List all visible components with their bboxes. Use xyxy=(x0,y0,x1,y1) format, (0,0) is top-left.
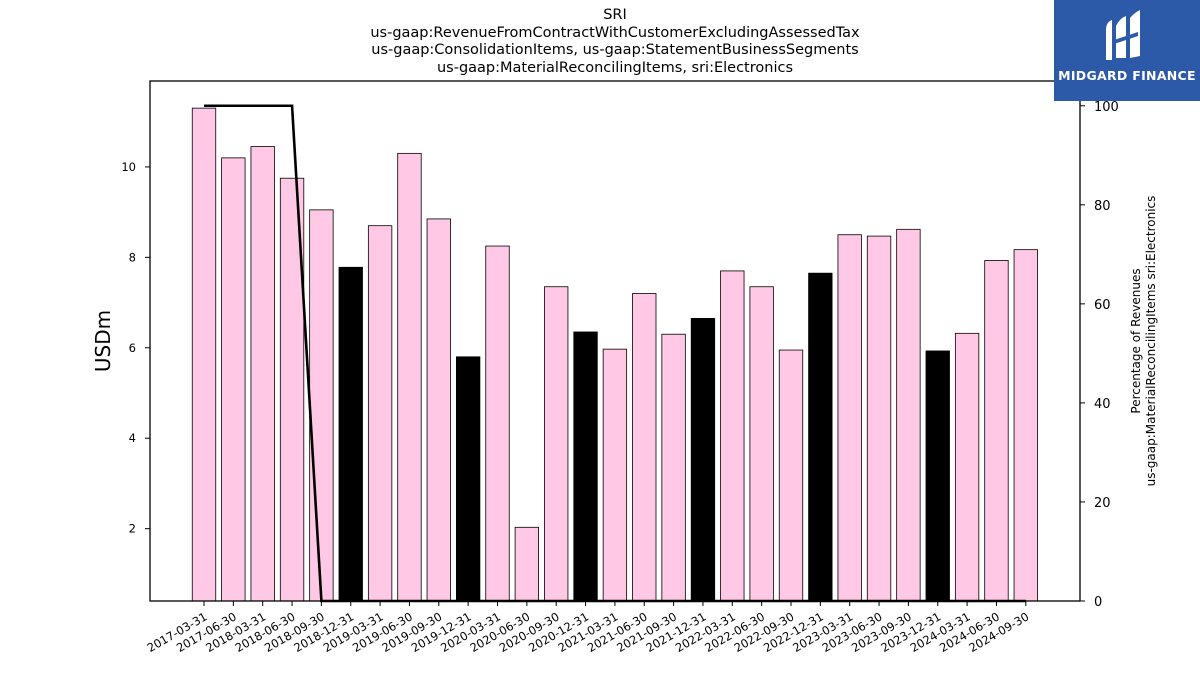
y-axis-label: USDm xyxy=(91,310,115,372)
midgard-finance-logo: MIDGARD FINANCE xyxy=(1054,0,1200,101)
x-axis: 2017-03-312017-06-302018-03-312018-06-30… xyxy=(145,601,1031,655)
chart-title-concept: us-gaap:RevenueFromContractWithCustomerE… xyxy=(370,24,860,41)
bar-2021-03-31 xyxy=(602,348,628,602)
y-tick-label-6: 6 xyxy=(129,341,136,355)
bar-2022-03-31 xyxy=(720,270,745,602)
chart-title-axes: us-gaap:ConsolidationItems, us-gaap:Stat… xyxy=(371,42,859,58)
bar-2020-03-31 xyxy=(485,245,510,602)
bar-2017-03-31 xyxy=(191,107,217,602)
chart-title-members: us-gaap:MaterialReconcilingItems, sri:El… xyxy=(436,59,793,76)
bar-2020-12-31 xyxy=(573,331,598,602)
y2-axis-label-line-1: Percentage of Revenues xyxy=(1129,268,1143,413)
bar-2024-09-30 xyxy=(1013,249,1038,602)
chart-title-block: SRI us-gaap:RevenueFromContractWithCusto… xyxy=(150,7,1080,77)
bar-2023-09-30 xyxy=(896,228,921,602)
y2-tick-label-80: 80 xyxy=(1094,199,1111,214)
bar-2024-06-30 xyxy=(984,260,1009,602)
bar-2019-03-31 xyxy=(367,225,393,602)
y2-tick-label-40: 40 xyxy=(1094,397,1111,412)
logo-text: MIDGARD FINANCE xyxy=(1058,68,1196,83)
y2-axis-label-line-2: us-gaap:MaterialReconcilingItems sri:Ele… xyxy=(1144,196,1158,487)
bar-2018-03-31 xyxy=(250,146,275,602)
bar-2022-12-31 xyxy=(808,272,833,602)
bar-2024-03-31 xyxy=(954,332,980,602)
bar-2020-09-30 xyxy=(544,286,569,602)
bar-2021-09-30 xyxy=(661,333,686,602)
y2-tick-label-60: 60 xyxy=(1094,298,1111,313)
bar-2023-06-30 xyxy=(866,235,892,602)
bar-2018-09-30 xyxy=(309,209,334,602)
bar-series xyxy=(191,107,1038,602)
chart-title-ticker: SRI xyxy=(603,7,627,23)
bar-2021-06-30 xyxy=(632,293,657,602)
y-tick-label-2: 2 xyxy=(129,522,136,536)
bar-2020-06-30 xyxy=(514,526,539,602)
bar-2022-06-30 xyxy=(749,286,774,602)
bar-2019-12-31 xyxy=(455,356,481,602)
bar-2023-12-31 xyxy=(925,350,950,602)
y2-tick-label-100: 100 xyxy=(1094,100,1119,115)
bar-2019-09-30 xyxy=(426,218,451,602)
bar-2023-03-31 xyxy=(837,234,862,602)
y-tick-label-10: 10 xyxy=(121,160,136,174)
y-tick-label-8: 8 xyxy=(129,250,136,264)
left-y-axis: 2 4 6 8 10 xyxy=(121,160,150,536)
bar-2022-09-30 xyxy=(778,349,804,602)
logo-mark-icon xyxy=(1106,10,1140,60)
y2-tick-label-0: 0 xyxy=(1094,595,1102,610)
bar-2019-06-30 xyxy=(397,152,422,602)
y2-tick-label-20: 20 xyxy=(1094,496,1111,511)
bar-2018-12-31 xyxy=(338,266,363,602)
right-y-axis: 0 20 40 60 80 100 xyxy=(1080,100,1119,610)
bar-2017-06-30 xyxy=(221,157,246,602)
y-tick-label-4: 4 xyxy=(129,431,136,445)
bar-2021-12-31 xyxy=(690,317,716,602)
